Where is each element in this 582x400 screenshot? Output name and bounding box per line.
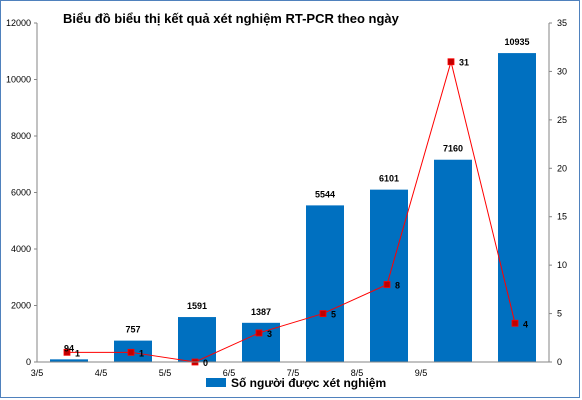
y-right-tick-label: 10	[557, 260, 567, 270]
line-data-label: 1	[139, 348, 144, 358]
bar-data-label: 5544	[315, 189, 335, 199]
y-left-tick-label: 2000	[11, 301, 31, 311]
bar-data-label: 7160	[443, 144, 463, 154]
line-data-label: 1	[75, 348, 80, 358]
line-data-label: 5	[331, 310, 336, 320]
bar-data-label: 6101	[379, 174, 399, 184]
y-right-tick-label: 0	[557, 357, 562, 367]
y-left-tick-label: 10000	[6, 75, 31, 85]
line-data-label: 0	[203, 358, 208, 368]
line-point	[447, 58, 455, 66]
x-tick-label: 5/5	[159, 368, 172, 378]
x-tick-label: 7/5	[287, 368, 300, 378]
line-data-label: 31	[459, 58, 469, 68]
bar-data-label: 10935	[504, 37, 529, 47]
bar	[306, 205, 344, 362]
axes-layer: 0200040006000800010000120000510152025303…	[6, 18, 567, 378]
line-data-label: 3	[267, 329, 272, 339]
line-point	[383, 281, 391, 288]
legend-swatch	[206, 378, 226, 387]
x-tick-label: 8/5	[351, 368, 364, 378]
y-right-tick-label: 30	[557, 66, 567, 76]
legend: Số người được xét nghiệm	[206, 376, 386, 390]
line-point	[63, 348, 71, 356]
bar	[498, 53, 536, 363]
line-data-label: 4	[523, 319, 528, 329]
bar-data-label: 757	[125, 325, 140, 335]
y-left-tick-label: 4000	[11, 244, 31, 254]
y-right-tick-label: 25	[557, 115, 567, 125]
y-right-tick-label: 20	[557, 163, 567, 173]
line-point	[319, 310, 327, 317]
y-left-tick-label: 6000	[11, 188, 31, 198]
y-right-tick-label: 35	[557, 18, 567, 28]
y-left-tick-label: 12000	[6, 18, 31, 28]
line-point	[255, 329, 263, 337]
bar-data-label: 1387	[251, 307, 271, 317]
bar	[178, 317, 216, 362]
bar	[50, 359, 88, 362]
chart-title: Biểu đồ biểu thị kết quả xét nghiệm RT-P…	[63, 11, 399, 26]
x-tick-label: 3/5	[31, 368, 44, 378]
y-right-tick-label: 15	[557, 212, 567, 222]
line-point	[511, 319, 519, 327]
bar	[242, 322, 280, 362]
y-right-tick-label: 5	[557, 309, 562, 319]
x-tick-label: 9/5	[415, 368, 428, 378]
bars-layer	[50, 53, 536, 363]
y-left-tick-label: 8000	[11, 131, 31, 141]
bar	[434, 159, 472, 362]
x-tick-label: 4/5	[95, 368, 108, 378]
line-series	[67, 59, 516, 363]
y-left-tick-label: 0	[26, 357, 31, 367]
line-data-label: 8	[395, 281, 400, 291]
bar-data-label: 1591	[187, 301, 207, 311]
bar-data-label: 94	[64, 343, 74, 353]
legend-label: Số người được xét nghiệm	[231, 376, 386, 390]
line-point	[127, 348, 135, 356]
x-tick-label: 6/5	[223, 368, 236, 378]
